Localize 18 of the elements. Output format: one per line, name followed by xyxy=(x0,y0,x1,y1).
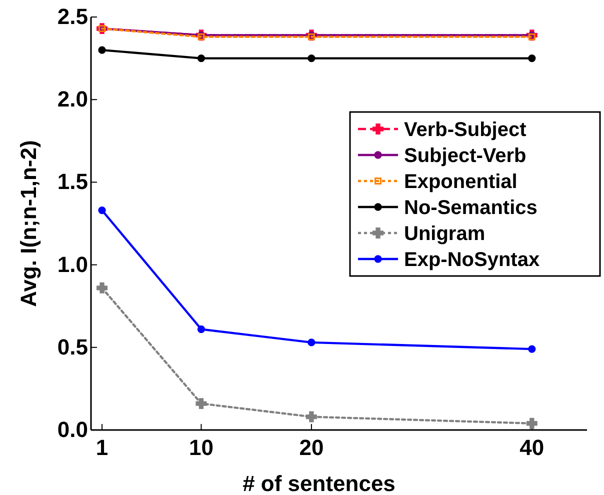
x-tick-label: 20 xyxy=(299,435,324,460)
x-tick-label: 1 xyxy=(96,435,108,460)
y-tick-label: 2.5 xyxy=(57,4,88,30)
x-tick-label: 40 xyxy=(520,435,544,460)
y-tick-label: 0.5 xyxy=(57,334,88,360)
y-tick-label: 1.0 xyxy=(57,252,88,277)
y-tick-label: 1.5 xyxy=(57,169,88,194)
legend-label: Verb-Subject xyxy=(404,119,527,141)
y-tick-label: 2.0 xyxy=(57,86,88,112)
legend-label: Unigram xyxy=(404,223,486,245)
legend-label: Exponential xyxy=(404,171,518,193)
x-axis-title: # of sentences xyxy=(242,471,396,495)
x-tick-label: 10 xyxy=(188,435,214,460)
legend-label: No-Semantics xyxy=(404,197,538,219)
y-axis-title: Avg. I(n;n-1,n-2) xyxy=(16,140,41,307)
y-tick-label: 0.0 xyxy=(57,417,88,442)
legend-label: Subject-Verb xyxy=(404,145,526,167)
legend-label: Exp-NoSyntax xyxy=(404,249,540,271)
